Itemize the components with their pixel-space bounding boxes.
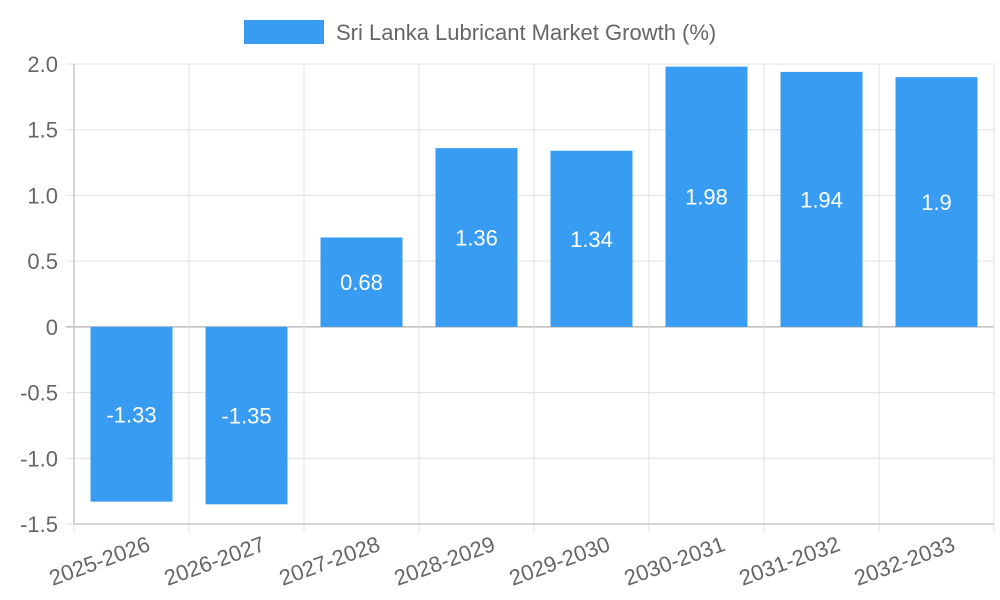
bar[interactable] [780,71,863,327]
bar-value-label: 1.36 [455,225,498,250]
y-tick-label: 1.5 [27,118,58,143]
x-tick-label: 2026-2027 [161,531,268,590]
bar-value-label: 1.98 [685,185,728,210]
bar[interactable] [665,66,748,327]
bar-value-label: -1.33 [106,402,156,427]
x-tick-label: 2028-2029 [391,531,498,590]
y-tick-label: 2.0 [27,52,58,77]
x-tick-label: 2027-2028 [276,531,383,590]
y-tick-label: 0.5 [27,249,58,274]
y-tick-label: 1.0 [27,183,58,208]
bar[interactable] [550,150,633,327]
legend[interactable]: Sri Lanka Lubricant Market Growth (%) [244,20,716,45]
legend-swatch [244,20,324,44]
y-tick-label: 0 [46,315,58,340]
x-tick-label: 2030-2031 [621,531,728,590]
bar[interactable] [895,77,978,327]
bar-value-label: 1.94 [800,187,843,212]
x-tick-label: 2029-2030 [506,531,613,590]
bar[interactable] [435,148,518,327]
x-tick-label: 2032-2033 [851,531,958,590]
legend-label: Sri Lanka Lubricant Market Growth (%) [336,20,716,45]
bar[interactable] [320,237,403,327]
bar[interactable] [205,326,288,505]
bar-value-label: -1.35 [221,404,271,429]
y-tick-label: -1.5 [20,512,58,537]
bar-value-label: 0.68 [340,270,383,295]
bar[interactable] [90,326,173,502]
data-labels: -1.33 -1.35 0.68 1.36 1.34 1.98 1.94 1.9 [106,185,951,429]
x-tick-label: 2031-2032 [736,531,843,590]
y-tick-label: -1.0 [20,446,58,471]
bar-value-label: 1.9 [921,190,952,215]
bar-value-label: 1.34 [570,227,613,252]
x-tick-label: 2025-2026 [46,531,153,590]
bars [90,66,978,505]
y-tick-label: -0.5 [20,381,58,406]
